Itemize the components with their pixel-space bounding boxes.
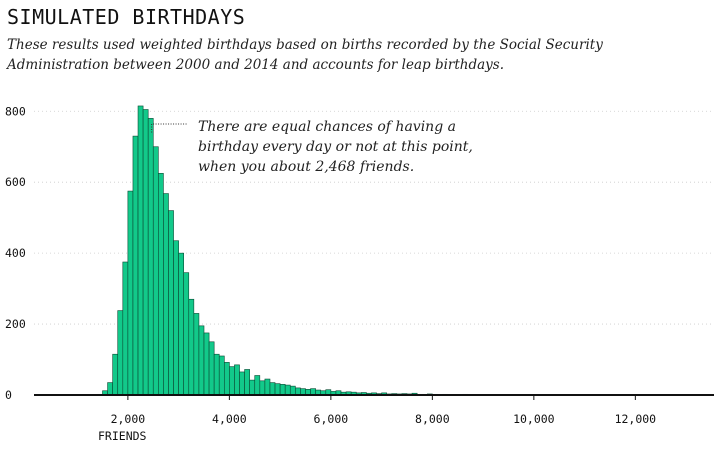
- histogram-bar: [274, 383, 281, 396]
- y-tick-label-200: 200: [5, 317, 26, 331]
- histogram-bar: [112, 353, 119, 396]
- histogram-bar: [168, 210, 174, 396]
- x-tick-label-2000: 2,000: [111, 412, 146, 426]
- histogram-bar: [229, 366, 235, 396]
- histogram-bar: [269, 382, 276, 396]
- histogram-bar: [142, 109, 149, 396]
- chart-subtitle: These results used weighted birthdays ba…: [7, 37, 603, 73]
- histogram-bar: [173, 240, 179, 396]
- histogram-bar: [264, 378, 271, 396]
- histogram-bar: [279, 384, 286, 396]
- y-tick-label-400: 400: [5, 246, 26, 260]
- annotation-leader-line: [151, 123, 188, 133]
- histogram-bar: [218, 355, 225, 396]
- histogram-bar: [234, 364, 240, 396]
- histogram-bar: [254, 375, 261, 396]
- histogram-bar: [127, 190, 134, 396]
- histogram-bar: [198, 325, 205, 396]
- annotation: There are equal chances of having a birth…: [151, 119, 473, 175]
- x-tick-label-12000: 12,000: [615, 412, 657, 426]
- histogram-bar: [188, 298, 195, 396]
- histogram-bar: [295, 387, 301, 396]
- x-tick-label-10000: 10,000: [513, 412, 555, 426]
- histogram-bar: [122, 261, 129, 396]
- histogram-bar: [289, 385, 296, 396]
- histogram-bar: [117, 310, 124, 396]
- histogram-bar: [249, 379, 256, 396]
- x-tick-label-6000: 6,000: [314, 412, 349, 426]
- x-tick-label-4000: 4,000: [212, 412, 247, 426]
- y-tick-label-0: 0: [5, 388, 12, 402]
- chart-title: SIMULATED BIRTHDAYS: [7, 5, 246, 29]
- histogram-bar: [137, 105, 144, 396]
- histogram-bar: [152, 146, 159, 396]
- histogram-bar: [147, 118, 154, 396]
- y-tick-label-800: 800: [5, 104, 26, 118]
- histogram-bar: [203, 332, 210, 396]
- histogram-bar: [193, 313, 200, 396]
- histogram-bars: [97, 105, 530, 396]
- x-axis-label: FRIENDS: [98, 429, 147, 443]
- histogram-bar: [183, 272, 190, 396]
- y-tick-label-600: 600: [5, 175, 26, 189]
- histogram-bar: [239, 371, 245, 396]
- grid-lines: [34, 110, 714, 325]
- histogram-bar: [178, 252, 185, 396]
- x-tick-label-8000: 8,000: [415, 412, 450, 426]
- histogram-bar: [223, 362, 230, 396]
- histogram-bar: [158, 173, 164, 396]
- annotation-text-line-1: There are equal chances of having a: [198, 119, 456, 135]
- annotation-text-line-3: when you about 2,468 friends.: [198, 159, 414, 175]
- annotation-text-line-2: birthday every day or not at this point,: [198, 139, 473, 155]
- histogram-bar: [163, 193, 169, 396]
- histogram-bar: [132, 135, 139, 396]
- histogram-bar: [208, 341, 215, 396]
- histogram-bar: [244, 369, 250, 396]
- histogram-bar: [284, 384, 291, 396]
- histogram-bar: [213, 353, 220, 396]
- histogram-bar: [107, 382, 113, 396]
- histogram-bar: [259, 380, 266, 396]
- axes: 0 200 400 600 800 2,000 4,000 6,000 8,000 10,000 1…: [5, 104, 714, 443]
